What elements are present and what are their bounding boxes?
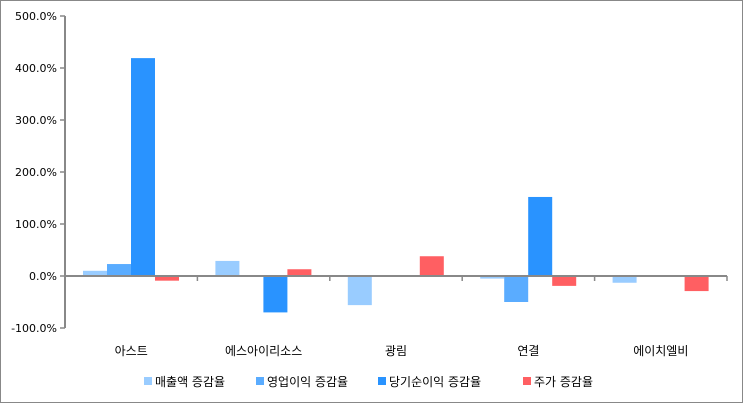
bar-1-3 [504,276,529,302]
y-tick-label: 200.0% [15,166,57,179]
legend-label: 영업이익 증감율 [267,375,348,389]
bar-0-0 [83,270,107,276]
bar-3-2 [419,256,444,276]
bar-3-1 [287,269,312,276]
x-tick-label: 에이치엘비 [633,344,688,358]
bar-3-0 [155,276,179,281]
legend-swatch [144,377,152,385]
y-tick-label: 400.0% [15,62,57,75]
bar-2-3 [528,196,553,276]
y-tick-label: 500.0% [15,10,57,23]
bar-0-4 [612,276,637,283]
y-tick-label: 0.0% [29,270,57,283]
bar-2-0 [131,58,155,277]
legend-swatch [378,377,386,385]
y-tick-label: 300.0% [15,114,57,127]
x-tick-label: 연결 [517,344,539,358]
legend-label: 주가 증감율 [534,375,593,389]
y-tick-label: 100.0% [15,218,57,231]
legend-label: 매출액 증감율 [155,375,225,389]
bar-3-4 [684,276,709,292]
x-tick-label: 에스아이리소스 [225,344,302,358]
y-tick-label: -100.0% [11,322,57,335]
bar-1-0 [107,264,131,276]
bar-0-3 [480,276,505,279]
bar-2-1 [263,276,288,313]
legend-swatch [256,377,264,385]
x-tick-label: 아스트 [115,344,148,358]
x-tick-label: 광림 [385,344,407,358]
legend-label: 당기순이익 증감율 [389,375,481,389]
bar-3-3 [552,276,577,286]
bar-0-1 [215,260,240,276]
legend-swatch [523,377,531,385]
bar-0-2 [347,276,372,306]
